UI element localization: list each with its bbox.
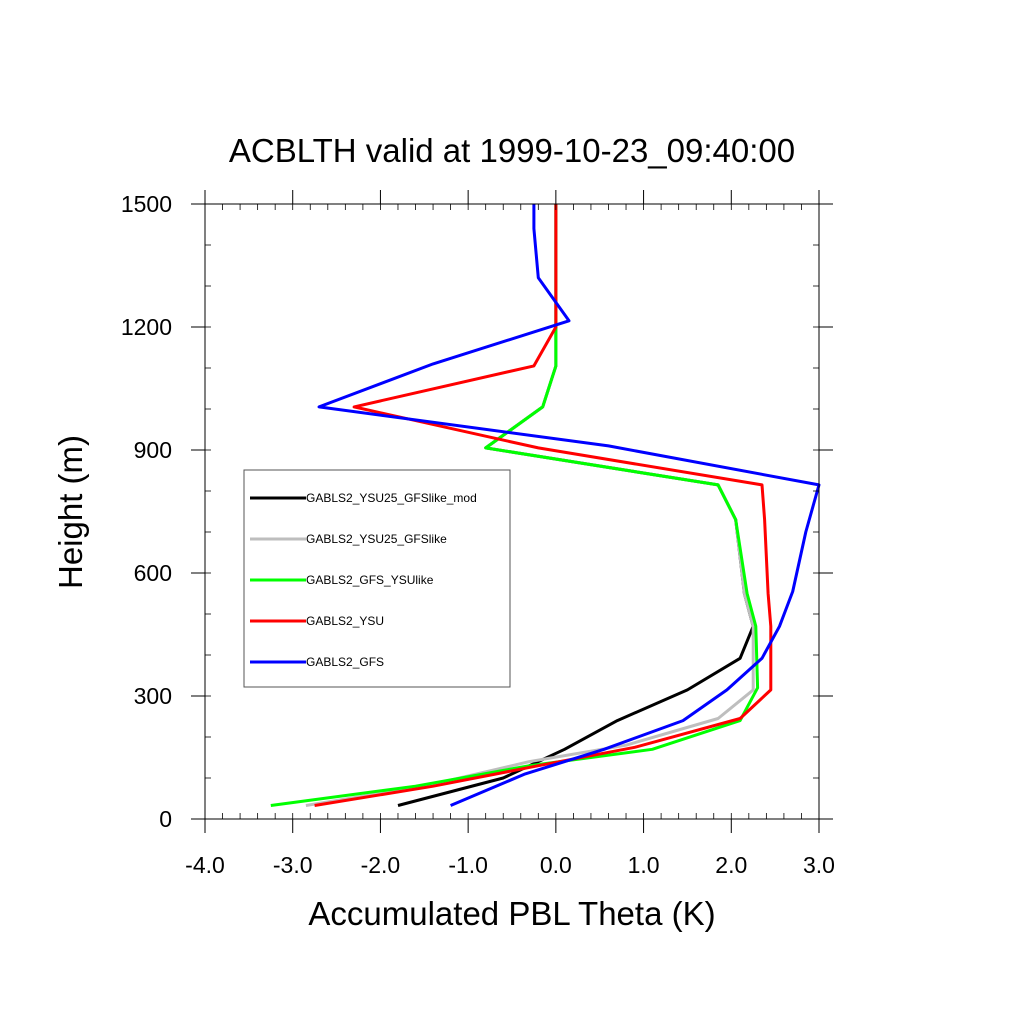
y-tick-label: 300 xyxy=(134,683,172,709)
legend-label: GABLS2_YSU25_GFSlike xyxy=(306,532,447,546)
x-tick-label: 1.0 xyxy=(628,852,660,878)
legend-label: GABLS2_GFS xyxy=(306,655,384,669)
x-tick-label: -3.0 xyxy=(273,852,313,878)
legend-label: GABLS2_YSU xyxy=(306,614,384,628)
legend-label: GABLS2_YSU25_GFSlike_mod xyxy=(306,491,477,505)
series-line-5 xyxy=(317,204,821,807)
series-layer xyxy=(270,204,821,807)
x-tick-label: 3.0 xyxy=(803,852,835,878)
legend-label: GABLS2_GFS_YSUlike xyxy=(306,573,434,587)
x-tick-label: -4.0 xyxy=(185,852,225,878)
x-tick-label: -2.0 xyxy=(361,852,401,878)
legend: GABLS2_YSU25_GFSlike_mod GABLS2_YSU25_GFS… xyxy=(243,469,511,688)
y-tick-label: 1200 xyxy=(121,314,172,340)
y-axis-label: Height (m) xyxy=(52,435,89,589)
x-tick-label: 0.0 xyxy=(540,852,572,878)
plot-frame xyxy=(204,203,820,820)
x-axis-label: Accumulated PBL Theta (K) xyxy=(308,895,715,932)
chart-title: ACBLTH valid at 1999-10-23_09:40:00 xyxy=(229,132,795,169)
y-tick-label: 0 xyxy=(159,806,172,832)
x-tick-label: -1.0 xyxy=(448,852,488,878)
x-tick-label: 2.0 xyxy=(715,852,747,878)
y-tick-label: 1500 xyxy=(121,191,172,217)
y-tick-label: 900 xyxy=(134,437,172,463)
y-tick-label: 600 xyxy=(134,560,172,586)
axes-layer: -4.0 -3.0 -2.0 -1.0 0.0 1.0 2.0 3.0 0 300 600 900 12… xyxy=(121,190,835,878)
